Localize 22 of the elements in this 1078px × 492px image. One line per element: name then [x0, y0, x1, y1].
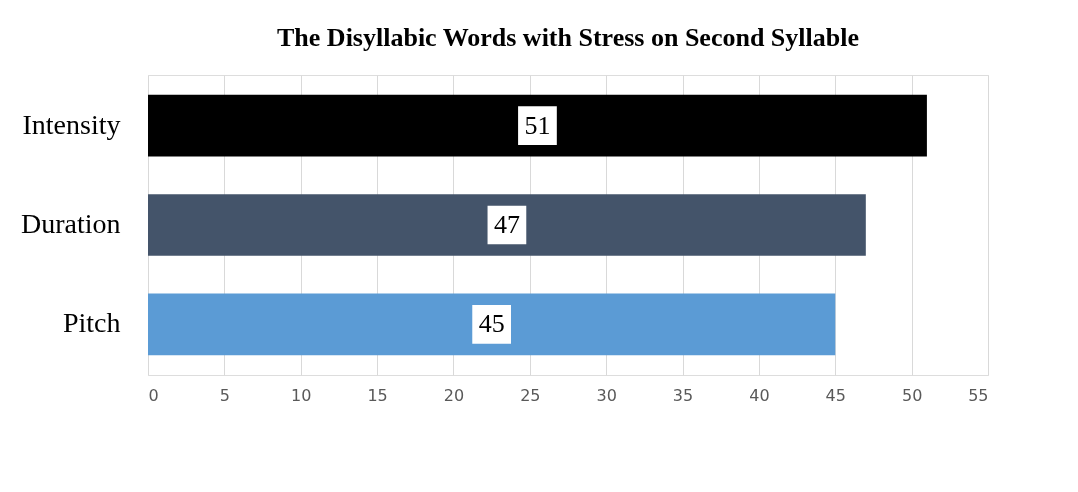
x-tick-label: 25	[520, 385, 541, 405]
x-tick-label: 0	[148, 385, 159, 405]
x-tick-label: 55	[968, 385, 989, 405]
bar	[148, 194, 866, 256]
x-tick-label: 15	[367, 385, 388, 405]
chart-title: The Disyllabic Words with Stress on Second Syllable	[277, 23, 859, 52]
x-tick-label: 20	[443, 385, 465, 405]
x-tick-label: 40	[749, 385, 770, 405]
x-tick-label: 50	[901, 385, 923, 405]
y-tick-label: Duration	[20, 208, 121, 239]
y-tick-label: Intensity	[22, 108, 121, 140]
x-tick-label: 35	[672, 385, 694, 405]
bar	[148, 293, 836, 356]
data-label: 47	[493, 210, 520, 239]
x-tick-label: 5	[219, 385, 230, 405]
x-tick-label: 10	[291, 385, 312, 405]
bar	[148, 94, 927, 157]
y-tick-label: Pitch	[62, 307, 121, 339]
x-tick-label: 30	[596, 385, 617, 405]
data-label: 51	[524, 110, 551, 140]
x-tick-label: 45	[825, 385, 846, 405]
data-label: 45	[478, 309, 505, 339]
